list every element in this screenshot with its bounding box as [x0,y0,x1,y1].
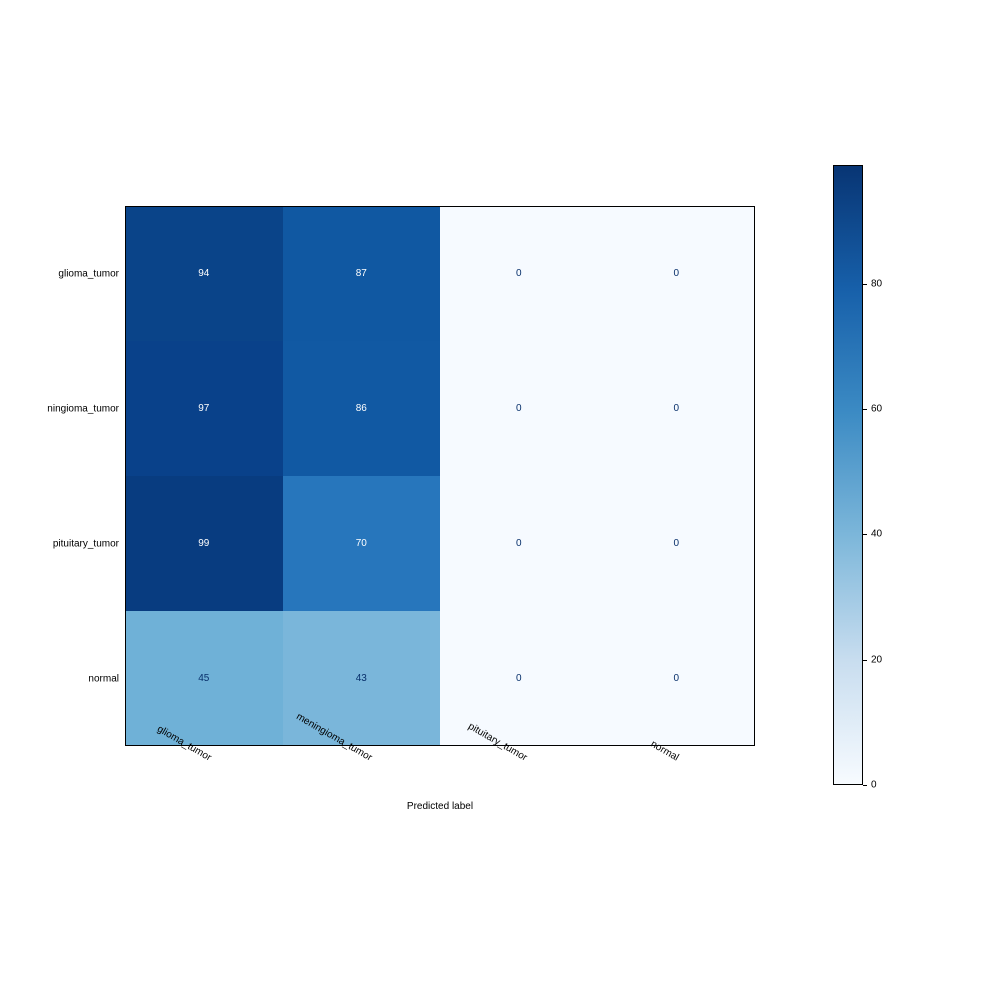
heatmap-cell: 0 [440,206,598,341]
colorbar-tick-label: 20 [871,654,882,665]
y-tick-label: glioma_tumor [58,268,119,279]
heatmap-cell: 0 [598,206,756,341]
y-tick-label: pituitary_tumor [53,538,119,549]
colorbar-tick-mark [863,409,867,410]
heatmap-cell: 99 [125,476,283,611]
colorbar-tick-mark [863,785,867,786]
heatmap-cell: 0 [598,476,756,611]
heatmap-cell: 87 [283,206,441,341]
colorbar [833,165,863,785]
colorbar-tick-label: 0 [871,780,877,791]
heatmap-cell: 0 [598,611,756,746]
heatmap-cell: 94 [125,206,283,341]
y-tick-label: ningioma_tumor [47,403,119,414]
colorbar-tick-label: 40 [871,529,882,540]
colorbar-tick-label: 80 [871,278,882,289]
heatmap-cell: 0 [598,341,756,476]
heatmap-cell: 0 [440,341,598,476]
heatmap-cell: 97 [125,341,283,476]
heatmap-cell: 45 [125,611,283,746]
heatmap-cell: 0 [440,611,598,746]
heatmap-cell: 0 [440,476,598,611]
colorbar-tick-mark [863,284,867,285]
colorbar-tick-label: 60 [871,404,882,415]
heatmap-cell: 86 [283,341,441,476]
heatmap-cell: 70 [283,476,441,611]
y-tick-label: normal [88,673,119,684]
colorbar-tick-mark [863,534,867,535]
x-axis-title: Predicted label [407,801,473,812]
colorbar-tick-mark [863,660,867,661]
